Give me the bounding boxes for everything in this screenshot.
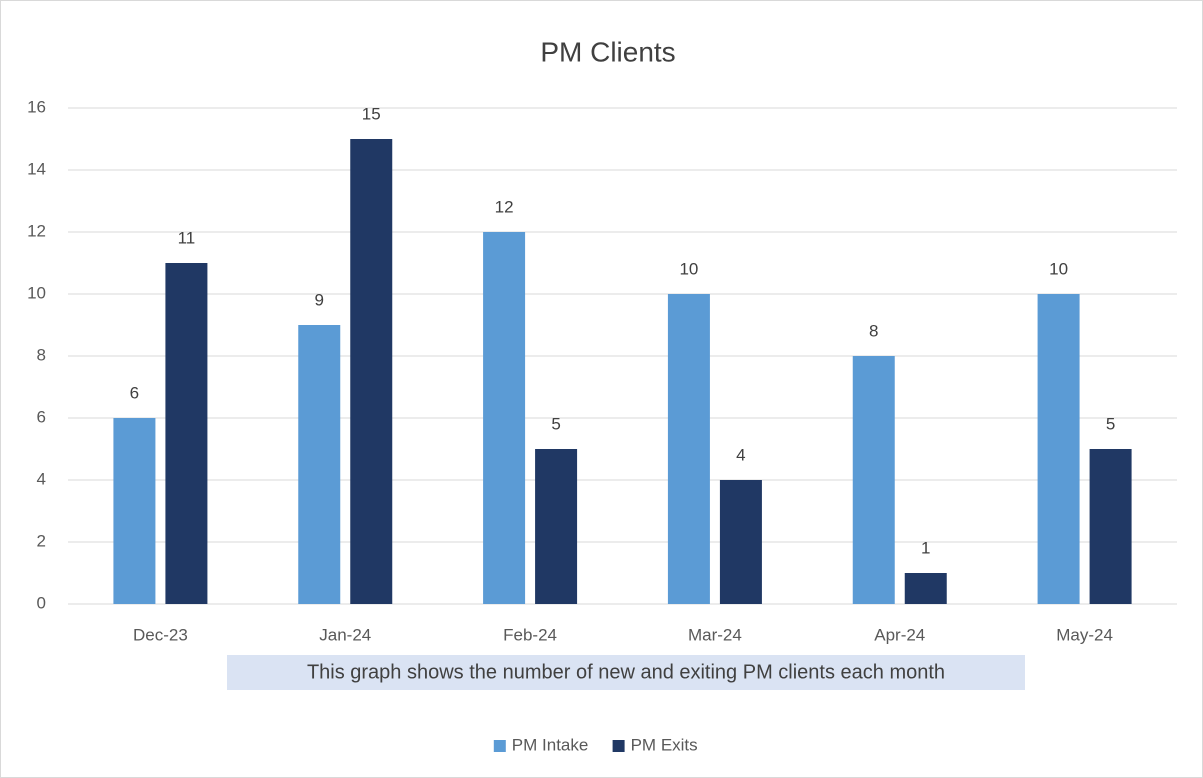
x-tick-label: Mar-24: [688, 625, 742, 644]
x-tick-label: May-24: [1056, 625, 1113, 644]
data-label: 4: [736, 445, 745, 464]
y-tick-label: 14: [27, 159, 46, 178]
bar: [350, 139, 393, 604]
legend-swatch: [612, 740, 625, 752]
data-label: 10: [1049, 259, 1068, 278]
legend-swatch: [493, 740, 506, 752]
y-tick-label: 0: [37, 593, 46, 612]
data-label: 1: [921, 538, 930, 557]
bar: [667, 294, 710, 604]
y-tick-label: 2: [37, 531, 46, 550]
annotation: This graph shows the number of new and e…: [307, 661, 945, 683]
data-label: 10: [679, 259, 698, 278]
y-tick-label: 8: [37, 345, 46, 364]
y-tick-label: 16: [27, 97, 46, 116]
x-tick-label: Apr-24: [874, 625, 925, 644]
x-tick-label: Dec-23: [133, 625, 188, 644]
data-label: 8: [869, 321, 878, 340]
data-label: 11: [178, 228, 196, 247]
bar: [535, 449, 578, 604]
data-label: 5: [1106, 414, 1115, 433]
data-label: 5: [551, 414, 560, 433]
bar: [904, 573, 947, 604]
bar: [298, 325, 341, 604]
bar: [165, 263, 208, 604]
y-tick-label: 4: [37, 469, 46, 488]
legend-label: PM Exits: [631, 735, 698, 754]
chart-title: PM Clients: [540, 36, 675, 67]
bar: [852, 356, 895, 604]
bar: [113, 418, 156, 604]
bar: [483, 232, 526, 604]
y-tick-label: 12: [27, 221, 46, 240]
bar: [1037, 294, 1080, 604]
data-label: 9: [315, 290, 324, 309]
y-tick-label: 10: [27, 283, 46, 302]
x-tick-label: Jan-24: [319, 625, 371, 644]
bar: [719, 480, 762, 604]
annotation-box: [227, 655, 1025, 690]
y-tick-label: 6: [37, 407, 46, 426]
legend-label: PM Intake: [512, 735, 589, 754]
data-label: 15: [362, 104, 381, 123]
data-label: 6: [130, 383, 139, 402]
data-label: 12: [495, 197, 514, 216]
x-tick-label: Feb-24: [503, 625, 557, 644]
bar: [1089, 449, 1132, 604]
